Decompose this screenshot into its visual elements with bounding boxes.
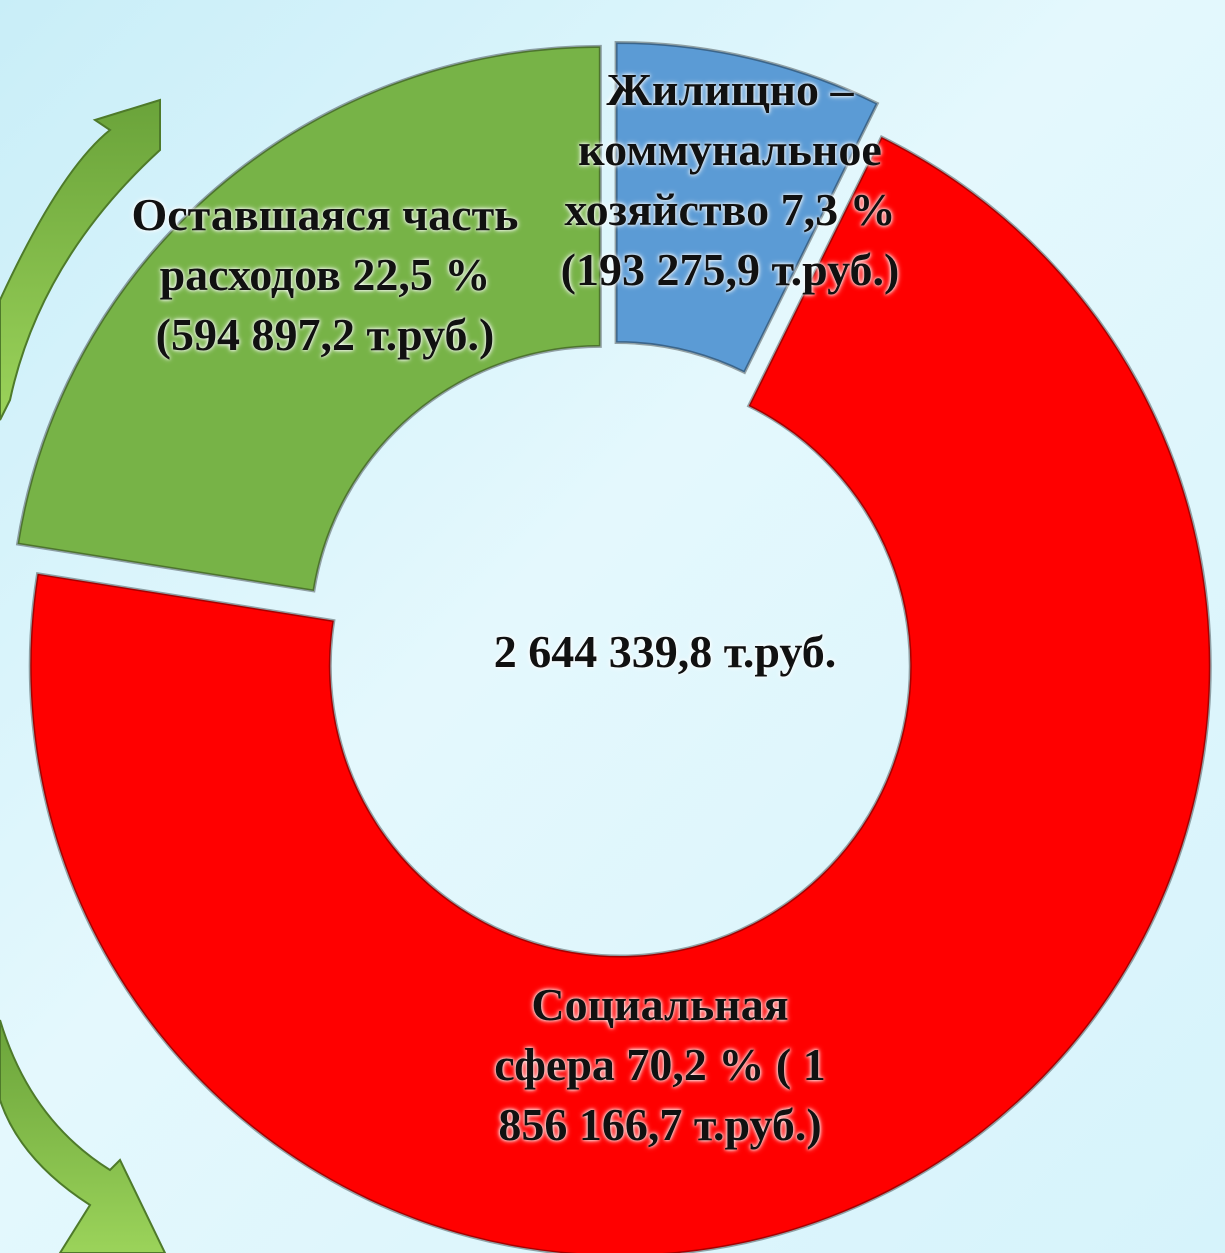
category: Жилищно – коммунальное хозяйство — [564, 64, 882, 235]
category: Оставшаяся часть расходов — [131, 189, 519, 300]
slice-label: Социальная сфера 70,2 % ( 1 856 166,7 т.… — [470, 975, 850, 1155]
amount-label: (594 897,2 т.руб.) — [155, 309, 495, 360]
donut-slice — [15, 44, 602, 593]
amount-label: (193 275,9 т.руб.) — [560, 244, 900, 295]
donut-slice — [28, 134, 1212, 1253]
decor-arrow — [0, 98, 161, 421]
value-label: 22,5 % — [352, 249, 491, 300]
value-label: 70,2 % — [626, 1039, 765, 1090]
decor-arrow — [0, 1019, 167, 1253]
category: Социальная сфера — [494, 979, 789, 1090]
value-label: 7,3 % — [780, 184, 896, 235]
amount-label: ( 1 856 166,7 т.руб.) — [498, 1039, 826, 1150]
slice-label: Оставшаяся часть расходов 22,5 % (594 89… — [115, 185, 535, 365]
slice-label: Жилищно – коммунальное хозяйство 7,3 % (… — [520, 60, 940, 300]
donut-slice — [614, 40, 880, 375]
center-label: 2 644 339,8 т.руб. — [493, 626, 837, 677]
